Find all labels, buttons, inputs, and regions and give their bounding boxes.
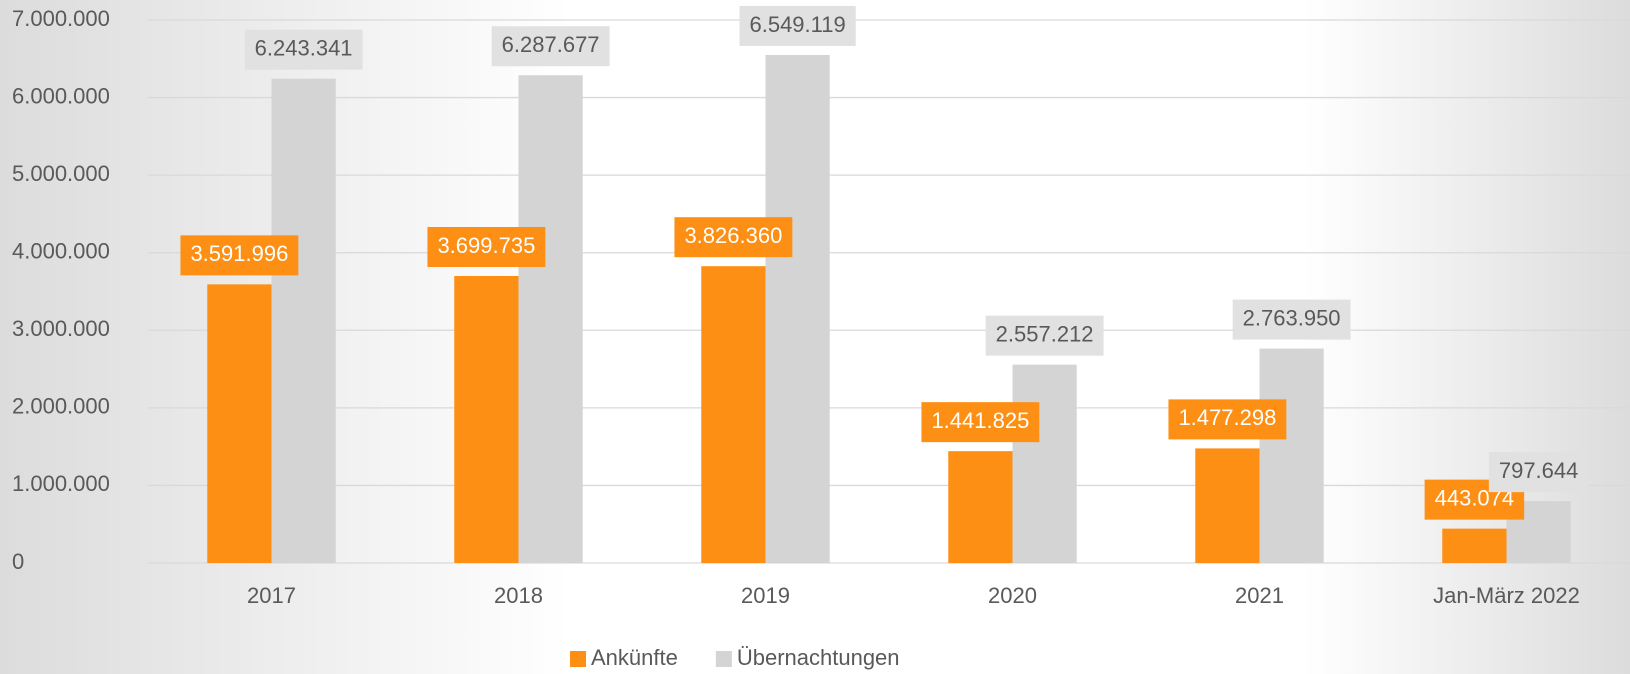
x-tick-label: Jan-März 2022 [1433, 583, 1580, 608]
data-label-box [427, 227, 546, 268]
y-tick-label: 7.000.000 [12, 6, 110, 31]
data-label: 3.591.996 [190, 241, 288, 266]
data-label: 3.826.360 [684, 223, 782, 248]
data-label-box [921, 402, 1040, 443]
x-tick-label: 2017 [247, 583, 296, 608]
y-tick-label: 1.000.000 [12, 471, 110, 496]
bar [207, 284, 272, 563]
data-label: 3.699.735 [437, 233, 535, 258]
bar [765, 54, 830, 563]
y-tick-label: 5.000.000 [12, 161, 110, 186]
legend-swatch [715, 651, 732, 667]
data-label: 1.477.298 [1178, 405, 1276, 430]
bar [948, 451, 1013, 563]
data-label-box [1488, 452, 1589, 493]
legend-label: Ankünfte [591, 645, 678, 670]
bar [1259, 348, 1324, 563]
data-label-box [244, 29, 363, 70]
bar [701, 266, 766, 563]
data-label-box [1232, 299, 1351, 340]
y-tick-label: 4.000.000 [12, 239, 110, 264]
data-label: 2.557.212 [996, 321, 1094, 346]
x-tick-label: 2020 [988, 583, 1037, 608]
bar [1442, 528, 1507, 563]
x-tick-label: 2021 [1235, 583, 1284, 608]
y-tick-label: 6.000.000 [12, 83, 110, 108]
y-tick-label: 0 [12, 549, 24, 574]
bar [518, 75, 583, 563]
bar [454, 276, 519, 563]
y-tick-label: 3.000.000 [12, 316, 110, 341]
bar [271, 78, 336, 563]
data-label: 6.243.341 [255, 36, 353, 61]
data-label: 6.549.119 [749, 12, 845, 37]
legend-swatch [570, 651, 586, 667]
data-label: 2.763.950 [1243, 305, 1341, 330]
x-tick-label: 2018 [494, 583, 543, 608]
x-tick-label: 2019 [741, 583, 790, 608]
data-label-box [1168, 399, 1287, 440]
data-label: 797.644 [1499, 458, 1579, 483]
data-label-box [491, 26, 610, 67]
data-label-box [985, 315, 1104, 356]
data-label: 1.441.825 [931, 408, 1029, 433]
bar [1195, 448, 1260, 563]
bar [1012, 364, 1077, 563]
data-label-box [739, 5, 856, 46]
data-label-box [180, 235, 299, 276]
data-label-box [674, 217, 793, 258]
data-label: 6.287.677 [502, 32, 600, 57]
legend-label: Übernachtungen [737, 645, 900, 670]
y-tick-label: 2.000.000 [12, 394, 110, 419]
